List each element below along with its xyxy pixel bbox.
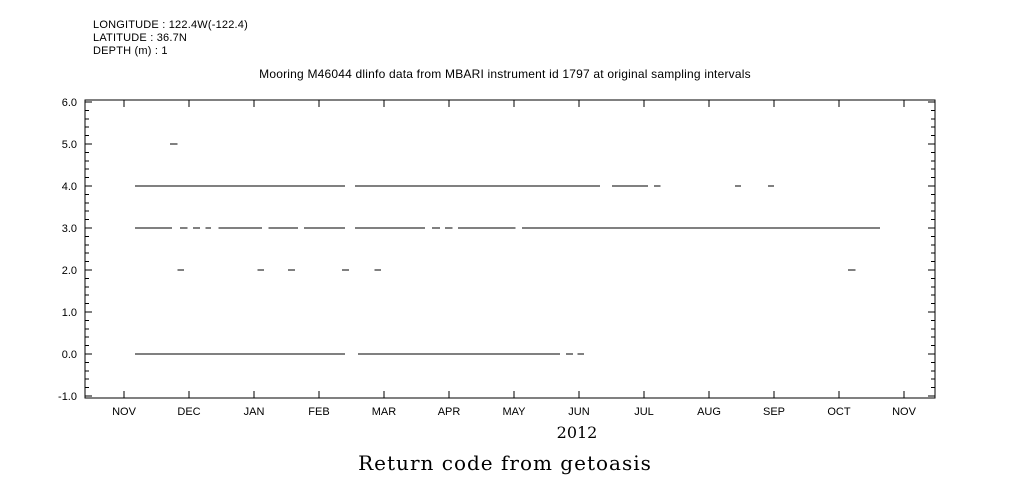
plot-title: Mooring M46044 dlinfo data from MBARI in…	[259, 67, 751, 81]
y-tick-label: 5.0	[62, 139, 77, 151]
x-tick-label: JAN	[244, 406, 265, 418]
y-tick-label: 3.0	[62, 223, 77, 235]
x-tick-label: OCT	[827, 406, 851, 418]
longitude-label: LONGITUDE : 122.4W(-122.4)	[93, 19, 248, 31]
x-tick-label: MAR	[372, 406, 397, 418]
x-tick-label: DEC	[177, 406, 200, 418]
x-tick-label: JUL	[634, 406, 654, 418]
y-tick-label: -1.0	[58, 391, 77, 403]
location-header: LONGITUDE : 122.4W(-122.4) LATITUDE : 36…	[93, 19, 248, 58]
y-tick-label: 2.0	[62, 265, 77, 277]
x-tick-label: AUG	[697, 406, 721, 418]
y-tick-label: 4.0	[62, 181, 77, 193]
y-tick-label: 6.0	[62, 97, 77, 109]
chart-caption: Return code from getoasis	[358, 451, 652, 475]
x-tick-label: FEB	[308, 406, 329, 418]
x-tick-label: APR	[438, 406, 461, 418]
x-tick-label: SEP	[763, 406, 785, 418]
y-tick-label: 0.0	[62, 349, 77, 361]
x-tick-label: NOV	[112, 406, 137, 418]
depth-label: DEPTH (m) : 1	[93, 45, 168, 57]
x-tick-label: JUN	[568, 406, 589, 418]
y-tick-label: 1.0	[62, 307, 77, 319]
plot-frame	[84, 99, 936, 399]
x-axis-year-label: 2012	[556, 423, 598, 442]
x-tick-label: NOV	[892, 406, 917, 418]
latitude-label: LATITUDE : 36.7N	[93, 32, 188, 44]
x-tick-label: MAY	[502, 406, 526, 418]
